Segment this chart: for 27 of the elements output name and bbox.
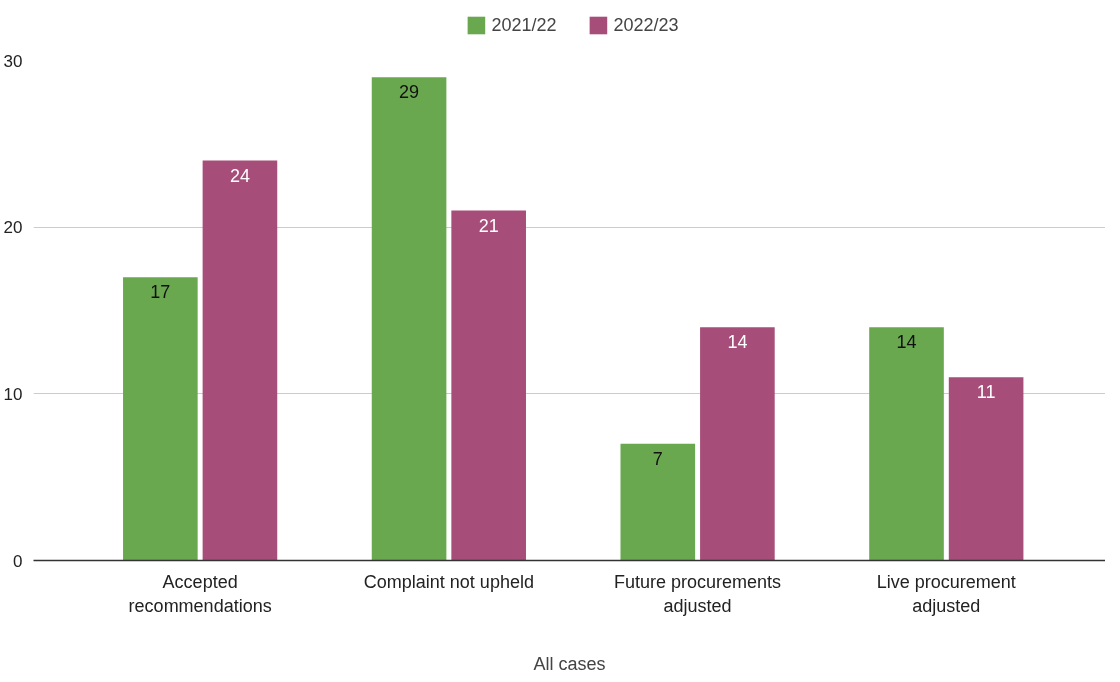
y-tick-label: 20 xyxy=(3,218,23,238)
x-tick-label: Live procurement adjusted xyxy=(876,571,1016,616)
bar xyxy=(202,160,278,561)
bar xyxy=(948,377,1024,561)
data-label: 7 xyxy=(652,448,663,469)
y-tick-label: 10 xyxy=(3,384,23,404)
legend-label: 2021/22 xyxy=(491,14,557,36)
legend-label: 2022/23 xyxy=(613,14,679,36)
data-label: 24 xyxy=(229,165,250,186)
x-tick-label: Future procurements adjusted xyxy=(614,571,782,616)
bar xyxy=(123,277,198,561)
x-axis-title: All cases xyxy=(533,653,606,674)
bar xyxy=(451,210,526,561)
data-label: 17 xyxy=(150,282,171,303)
data-label: 14 xyxy=(896,332,917,353)
x-tick-label: Complaint not upheld xyxy=(363,571,534,592)
y-tick-label: 0 xyxy=(13,551,23,571)
data-label: 21 xyxy=(478,215,499,236)
bar xyxy=(700,327,775,561)
data-label: 14 xyxy=(727,332,748,353)
x-tick-label: Accepted recommendations xyxy=(128,571,272,616)
y-tick-label: 30 xyxy=(3,51,23,71)
bar xyxy=(371,77,447,561)
bar xyxy=(869,327,944,561)
bar xyxy=(620,443,696,561)
data-label: 11 xyxy=(976,382,996,403)
data-label: 29 xyxy=(399,82,420,103)
